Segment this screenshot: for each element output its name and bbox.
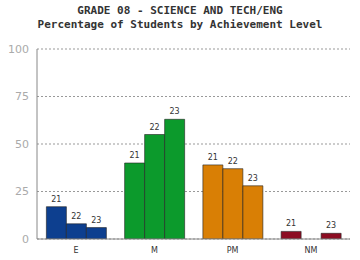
- svg-text:PM: PM: [227, 246, 239, 255]
- svg-text:NM: NM: [304, 246, 317, 255]
- svg-text:22: 22: [71, 212, 81, 221]
- svg-text:E: E: [74, 246, 79, 255]
- html-text:Percentage of Students by Achi: Percentage of Students by Achievement Le…: [37, 18, 323, 31]
- svg-text:22: 22: [228, 157, 238, 166]
- svg-text:23: 23: [91, 216, 101, 225]
- svg-text:100: 100: [8, 43, 29, 56]
- svg-text:0: 0: [22, 233, 29, 246]
- svg-text:23: 23: [170, 107, 180, 116]
- svg-text:M: M: [151, 246, 158, 255]
- svg-text:21: 21: [130, 151, 140, 160]
- svg-text:22: 22: [150, 123, 160, 132]
- svg-text:21: 21: [51, 195, 61, 204]
- svg-text:50: 50: [15, 138, 29, 151]
- svg-text:21: 21: [286, 219, 296, 228]
- svg-text:25: 25: [15, 185, 29, 198]
- svg-text:23: 23: [326, 221, 336, 230]
- svg-text:21: 21: [208, 153, 218, 162]
- svg-text:75: 75: [15, 90, 29, 103]
- html-text:GRADE 08 - SCIENCE AND TECH/EN: GRADE 08 - SCIENCE AND TECH/ENG: [77, 4, 283, 17]
- svg-text:23: 23: [248, 174, 258, 183]
